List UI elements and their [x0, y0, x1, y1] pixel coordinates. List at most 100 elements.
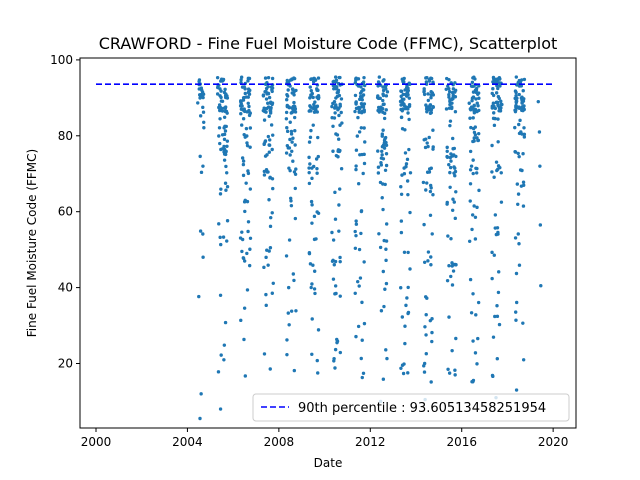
- data-point: [449, 152, 453, 156]
- data-point: [423, 325, 427, 329]
- data-point: [337, 203, 341, 207]
- data-point: [225, 139, 230, 143]
- data-point: [472, 204, 476, 208]
- data-point: [357, 109, 361, 114]
- data-point: [477, 84, 481, 88]
- data-point: [361, 171, 365, 176]
- data-point: [263, 76, 268, 80]
- data-point: [384, 239, 389, 243]
- y-tick-label: 20: [58, 356, 73, 370]
- data-point: [406, 311, 410, 316]
- data-point: [266, 170, 270, 174]
- data-point: [223, 109, 228, 114]
- data-point: [246, 171, 251, 176]
- data-point: [316, 135, 320, 140]
- data-point: [197, 79, 201, 84]
- data-point: [309, 109, 313, 113]
- data-point: [376, 80, 381, 84]
- data-point: [471, 139, 475, 144]
- data-point: [424, 352, 428, 356]
- data-point: [270, 147, 274, 152]
- data-point: [261, 94, 266, 98]
- data-point: [490, 276, 494, 281]
- data-point: [445, 200, 449, 205]
- data-point: [495, 168, 499, 173]
- data-point: [447, 87, 451, 91]
- data-point: [451, 136, 455, 141]
- data-point: [269, 85, 273, 89]
- data-point: [407, 102, 412, 107]
- data-point: [470, 84, 475, 88]
- data-point: [447, 95, 451, 99]
- data-point: [292, 170, 297, 174]
- data-point: [452, 165, 456, 169]
- data-point: [201, 110, 206, 114]
- data-point: [246, 90, 251, 95]
- data-point: [361, 80, 366, 84]
- data-point: [476, 92, 480, 97]
- data-point: [402, 76, 406, 81]
- data-point: [310, 282, 314, 286]
- data-point: [262, 142, 266, 147]
- data-point: [262, 352, 267, 356]
- data-point: [262, 265, 266, 270]
- data-point: [245, 141, 249, 145]
- data-point: [400, 173, 404, 177]
- data-point: [201, 105, 205, 110]
- data-point: [266, 75, 271, 80]
- data-point: [426, 92, 430, 96]
- data-point: [422, 370, 427, 374]
- data-point: [270, 76, 275, 81]
- data-point: [445, 149, 449, 153]
- data-point: [223, 181, 228, 185]
- data-point: [287, 238, 292, 242]
- data-point: [429, 96, 433, 100]
- data-point: [332, 263, 336, 267]
- data-point: [285, 92, 289, 97]
- data-point: [288, 168, 292, 173]
- data-point: [474, 97, 478, 101]
- data-point: [243, 209, 247, 214]
- data-point: [293, 216, 298, 221]
- data-point: [521, 89, 525, 93]
- data-point: [265, 248, 269, 252]
- data-point: [333, 84, 337, 88]
- data-point: [316, 371, 320, 375]
- data-point: [285, 98, 289, 102]
- data-point: [218, 235, 222, 240]
- data-point: [380, 132, 385, 136]
- data-point: [451, 197, 455, 201]
- data-point: [453, 373, 457, 377]
- data-point: [398, 99, 403, 104]
- data-point: [400, 315, 405, 319]
- data-point: [353, 93, 358, 98]
- data-point: [269, 123, 274, 127]
- y-tick-label: 60: [58, 205, 73, 219]
- data-point: [271, 186, 275, 191]
- data-point: [284, 254, 289, 258]
- data-point: [471, 106, 475, 111]
- data-point: [429, 108, 434, 112]
- data-point: [271, 281, 275, 285]
- data-point: [264, 97, 269, 101]
- data-point: [268, 176, 272, 180]
- data-point: [445, 278, 450, 283]
- data-point: [290, 140, 294, 144]
- data-point: [333, 75, 338, 79]
- data-point: [384, 247, 388, 251]
- data-point: [431, 104, 435, 109]
- data-point: [444, 87, 448, 91]
- data-point: [356, 324, 361, 329]
- data-point: [381, 98, 385, 103]
- data-point: [361, 88, 366, 92]
- data-point: [285, 338, 289, 342]
- data-point: [381, 269, 385, 274]
- data-point: [517, 106, 521, 110]
- data-point: [266, 101, 270, 105]
- data-point: [268, 367, 272, 371]
- data-point: [313, 100, 317, 104]
- data-point: [243, 198, 247, 203]
- data-point: [268, 224, 273, 229]
- data-point: [385, 90, 390, 94]
- data-point: [246, 95, 250, 99]
